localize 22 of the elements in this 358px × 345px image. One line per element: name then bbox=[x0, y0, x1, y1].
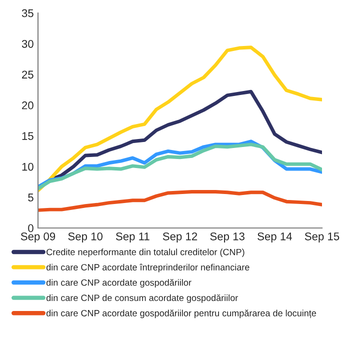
x-tick-label: Sep 12 bbox=[162, 232, 198, 243]
y-tick-label: 25 bbox=[22, 70, 34, 79]
y-tick-label: 20 bbox=[22, 101, 34, 110]
y-tick-label: 35 bbox=[22, 9, 34, 18]
y-tick-label: 5 bbox=[28, 194, 34, 202]
y-tick-label: 15 bbox=[22, 132, 34, 140]
legend-label: din care CNP de consum acordate gospodăriilor bbox=[46, 294, 238, 303]
x-tick-label: Sep 14 bbox=[258, 232, 292, 243]
y-tick-label: 10 bbox=[22, 162, 34, 171]
legend-label: din care CNP acordate gospodăriilor bbox=[46, 279, 192, 288]
legend-label: din care CNP acordate întreprinderilor nefinanciare bbox=[46, 264, 250, 272]
legend-label: din care CNP acordate gospodăriilor pentru cumpărarea de locuințe bbox=[46, 310, 316, 318]
x-tick-label: Sep 10 bbox=[68, 232, 103, 243]
x-tick-label: Sep 11 bbox=[116, 232, 150, 243]
legend-label: Credite neperformante din totalul creditelor (CNP) bbox=[46, 248, 244, 258]
y-tick-label: 30 bbox=[22, 40, 34, 48]
x-tick-label: Sep 09 bbox=[20, 232, 56, 243]
line-series bbox=[38, 46, 322, 192]
y-tick-label: 0 bbox=[28, 224, 34, 232]
line-series bbox=[38, 190, 322, 212]
x-tick-label: Sep 15 bbox=[304, 232, 340, 243]
x-tick-label: Sep 13 bbox=[210, 232, 244, 243]
